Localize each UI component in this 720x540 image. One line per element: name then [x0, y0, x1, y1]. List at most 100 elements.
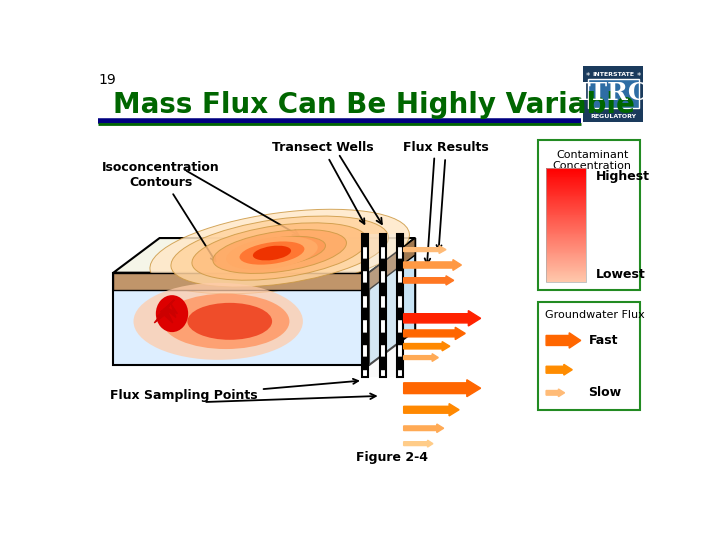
Bar [546, 189, 586, 190]
Bar [546, 199, 586, 201]
Bar [546, 281, 586, 282]
Bar [546, 242, 586, 244]
Bar [362, 296, 368, 308]
Bar [546, 185, 586, 186]
Bar [546, 230, 586, 231]
Text: Slow: Slow [588, 386, 621, 399]
Bar [546, 169, 586, 170]
Bar [397, 284, 403, 296]
Bar [546, 229, 586, 230]
Bar [546, 245, 586, 246]
Bar [546, 276, 586, 278]
Bar [546, 280, 586, 281]
Bar [546, 211, 586, 212]
Bar [546, 220, 586, 221]
Bar [546, 277, 586, 279]
Bar [546, 269, 586, 271]
Ellipse shape [213, 230, 346, 273]
Text: ITRC: ITRC [577, 82, 649, 105]
Bar [546, 215, 586, 217]
Text: *: * [636, 72, 641, 82]
Bar [362, 370, 368, 377]
Bar [546, 201, 586, 202]
Bar [546, 218, 586, 220]
Text: Groundwater Flux: Groundwater Flux [544, 309, 644, 320]
Bar [546, 268, 586, 270]
Bar [546, 184, 586, 185]
Bar [546, 213, 586, 214]
Bar [546, 248, 586, 249]
Polygon shape [113, 273, 369, 365]
Ellipse shape [192, 223, 367, 280]
FancyArrow shape [404, 354, 438, 361]
Bar [546, 186, 586, 187]
Text: Mass Flux Can Be Highly Variable: Mass Flux Can Be Highly Variable [113, 91, 635, 119]
FancyArrow shape [404, 327, 465, 340]
Bar [546, 213, 586, 215]
Bar [362, 234, 368, 377]
FancyArrow shape [404, 424, 444, 433]
Bar [546, 180, 586, 181]
Bar [546, 194, 586, 195]
Ellipse shape [187, 303, 272, 340]
Bar [546, 253, 586, 255]
Bar [546, 227, 586, 228]
Bar [546, 187, 586, 188]
Ellipse shape [171, 216, 388, 287]
Bar [546, 233, 586, 235]
Bar [379, 370, 386, 377]
Bar [546, 266, 586, 267]
Bar [546, 251, 586, 252]
Bar [546, 203, 586, 205]
Bar [362, 345, 368, 357]
Bar [546, 268, 586, 269]
Bar [546, 235, 586, 237]
Bar [546, 254, 586, 256]
Bar [546, 232, 586, 233]
Bar [397, 296, 403, 308]
Bar [546, 194, 586, 196]
Bar [379, 320, 386, 333]
Bar [379, 234, 386, 247]
Bar [546, 177, 586, 178]
Bar [546, 249, 586, 251]
Text: Contaminant
Concentration: Contaminant Concentration [553, 150, 632, 171]
Polygon shape [154, 300, 177, 323]
Bar [546, 174, 586, 176]
Bar [397, 345, 403, 357]
Ellipse shape [234, 237, 325, 267]
Bar [546, 209, 586, 210]
Polygon shape [369, 238, 415, 365]
Bar [546, 224, 586, 225]
Bar [546, 223, 586, 225]
Bar [546, 264, 586, 265]
Text: Flux Sampling Points: Flux Sampling Points [110, 379, 358, 402]
Bar [362, 271, 368, 284]
Bar [397, 234, 403, 247]
FancyArrow shape [404, 380, 481, 397]
Ellipse shape [133, 283, 303, 360]
Bar [546, 176, 586, 177]
Ellipse shape [163, 294, 289, 349]
Ellipse shape [156, 295, 188, 332]
Bar [397, 370, 403, 377]
Text: Fast: Fast [588, 334, 618, 347]
FancyArrow shape [546, 389, 564, 397]
Bar [546, 207, 586, 208]
Bar [546, 181, 586, 183]
Bar [546, 256, 586, 258]
FancyArrow shape [546, 333, 581, 348]
Polygon shape [113, 238, 415, 273]
Bar [362, 333, 368, 345]
Bar [546, 208, 586, 209]
Bar [546, 217, 586, 218]
Bar [546, 243, 586, 244]
Bar [546, 178, 586, 180]
Bar [546, 198, 586, 199]
Bar [546, 182, 586, 184]
Bar [379, 271, 386, 284]
Bar [546, 200, 586, 201]
Bar [546, 267, 586, 268]
Bar [397, 247, 403, 259]
Bar [539, 302, 640, 410]
